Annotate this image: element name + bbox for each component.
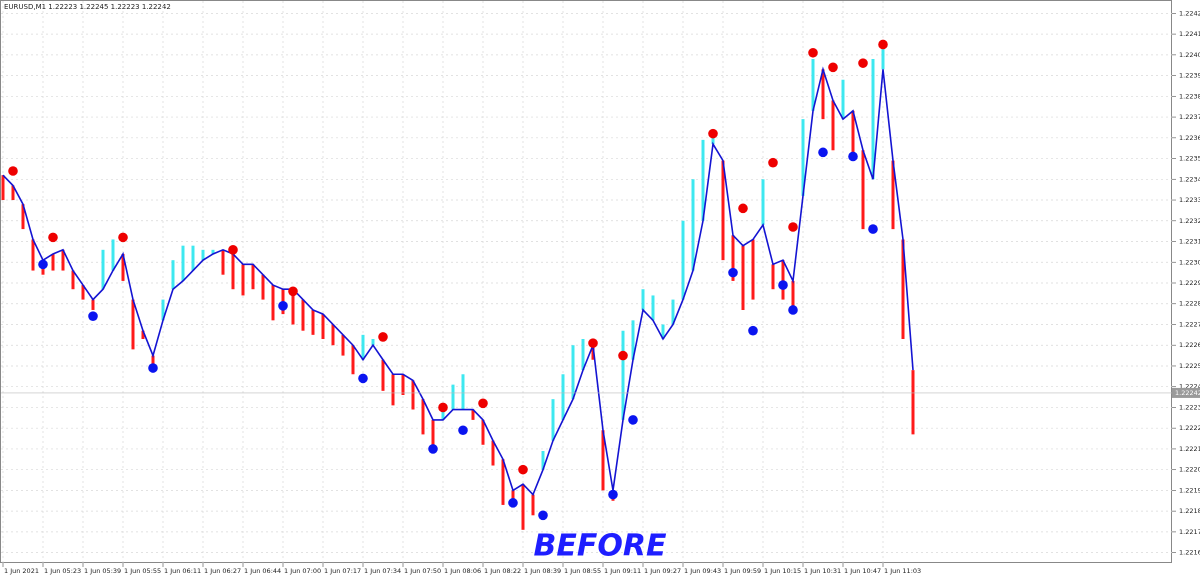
x-tick-label: 1 Jun 06:44 xyxy=(244,567,281,575)
x-tick-label: 1 Jun 05:55 xyxy=(124,567,161,575)
signal-dot xyxy=(288,286,298,297)
signal-dot xyxy=(878,39,888,50)
signal-dot xyxy=(588,338,598,348)
plot-frame xyxy=(0,0,1172,563)
x-tick-label: 1 Jun 07:00 xyxy=(284,567,321,575)
x-tick-label: 1 Jun 09:27 xyxy=(644,567,681,575)
x-tick-label: 1 Jun 10:47 xyxy=(844,567,881,575)
annotation: BEFORE xyxy=(534,529,667,564)
y-tick-label: 1.22305 xyxy=(1179,258,1200,266)
signal-dot xyxy=(808,47,818,58)
signal-dot xyxy=(278,301,288,311)
signal-dot xyxy=(508,498,518,508)
y-tick-label: 1.22405 xyxy=(1179,51,1200,59)
y-tick-label: 1.22175 xyxy=(1179,528,1200,536)
x-tick-label: 1 Jun 10:15 xyxy=(764,567,801,575)
price-tag-label: 1.22242 xyxy=(1175,389,1200,397)
y-tick-label: 1.22285 xyxy=(1179,300,1200,308)
signal-dot xyxy=(378,332,388,342)
signal-dot xyxy=(788,305,798,315)
signal-dot xyxy=(478,398,488,409)
x-tick-label: 1 Jun 09:11 xyxy=(604,567,641,575)
signal-dot xyxy=(428,444,438,454)
signal-dot xyxy=(538,510,548,521)
x-tick-label: 1 Jun 09:43 xyxy=(684,567,721,575)
signal-dot xyxy=(828,62,838,73)
y-tick-label: 1.22325 xyxy=(1179,217,1200,225)
signal-dot xyxy=(788,222,798,232)
y-tick-label: 1.22165 xyxy=(1179,549,1200,557)
signal-dot xyxy=(608,489,618,500)
x-tick-label: 1 Jun 09:59 xyxy=(724,567,761,575)
signal-dot xyxy=(228,245,238,255)
price-tag xyxy=(1172,387,1200,398)
x-tick-label: 1 Jun 07:17 xyxy=(324,567,361,575)
x-tick-label: 1 Jun 06:27 xyxy=(204,567,241,575)
x-tick-label: 1 Jun 07:34 xyxy=(364,567,401,575)
x-tick-label: 1 Jun 08:06 xyxy=(444,567,481,575)
y-tick-label: 1.22245 xyxy=(1179,383,1200,391)
y-tick-label: 1.22335 xyxy=(1179,196,1200,204)
signal-dot xyxy=(708,128,718,139)
y-tick-label: 1.22265 xyxy=(1179,341,1200,349)
y-tick-label: 1.22355 xyxy=(1179,155,1200,163)
signal-dot xyxy=(738,203,748,214)
y-tick-label: 1.22385 xyxy=(1179,92,1200,100)
signal-dot xyxy=(618,350,628,361)
x-tick-label: 1 Jun 10:31 xyxy=(804,567,841,575)
signal-dot xyxy=(438,402,448,413)
signal-dot xyxy=(628,415,638,425)
y-tick-label: 1.22415 xyxy=(1179,30,1200,38)
y-tick-label: 1.22225 xyxy=(1179,424,1200,432)
signal-dot xyxy=(458,425,468,436)
chart-title: EURUSD,M1 1.22223 1.22245 1.22223 1.2224… xyxy=(4,3,171,11)
signal-dot xyxy=(768,157,778,168)
plot-layer xyxy=(1,1,1172,563)
x-tick-label: 1 Jun 11:03 xyxy=(884,567,921,575)
signal-dot xyxy=(358,373,368,384)
y-tick-label: 1.22215 xyxy=(1179,445,1200,453)
signal-dot xyxy=(858,58,868,68)
y-tick-label: 1.22395 xyxy=(1179,72,1200,80)
signal-dot xyxy=(38,259,48,270)
y-tick-label: 1.22425 xyxy=(1179,9,1200,17)
signal-dot xyxy=(88,311,98,321)
y-tick-label: 1.22195 xyxy=(1179,486,1200,494)
x-tick-label: 1 Jun 05:23 xyxy=(44,567,81,575)
signal-dot xyxy=(728,267,738,278)
x-tick-label: 1 Jun 06:11 xyxy=(164,567,201,575)
signal-dot xyxy=(148,363,158,373)
signal-dot xyxy=(868,224,878,234)
x-tick-label: 1 Jun 08:39 xyxy=(524,567,561,575)
x-tick-label: 1 Jun 08:22 xyxy=(484,567,521,575)
y-tick-label: 1.22235 xyxy=(1179,403,1200,411)
signal-dot xyxy=(778,280,788,290)
signal-dot xyxy=(48,232,58,243)
y-tick-label: 1.22315 xyxy=(1179,238,1200,246)
y-tick-label: 1.22255 xyxy=(1179,362,1200,370)
signal-dot xyxy=(518,464,528,475)
x-tick-label: 1 Jun 07:50 xyxy=(404,567,441,575)
x-tick-label: 1 Jun 2021 xyxy=(4,567,39,575)
y-tick-label: 1.22275 xyxy=(1179,320,1200,328)
signal-dot xyxy=(8,166,18,176)
y-tick-label: 1.22185 xyxy=(1179,507,1200,515)
y-tick-label: 1.22295 xyxy=(1179,279,1200,287)
signal-dot xyxy=(848,151,858,162)
x-tick-label: 1 Jun 08:55 xyxy=(564,567,601,575)
y-tick-label: 1.22365 xyxy=(1179,134,1200,142)
indicator-line xyxy=(2,66,914,497)
y-tick-label: 1.22205 xyxy=(1179,466,1200,474)
y-tick-label: 1.22345 xyxy=(1179,175,1200,183)
signal-dot xyxy=(118,232,128,243)
x-tick-label: 1 Jun 05:39 xyxy=(84,567,121,575)
signal-dot xyxy=(818,147,828,158)
y-tick-label: 1.22375 xyxy=(1179,113,1200,121)
signal-dot xyxy=(748,325,758,336)
